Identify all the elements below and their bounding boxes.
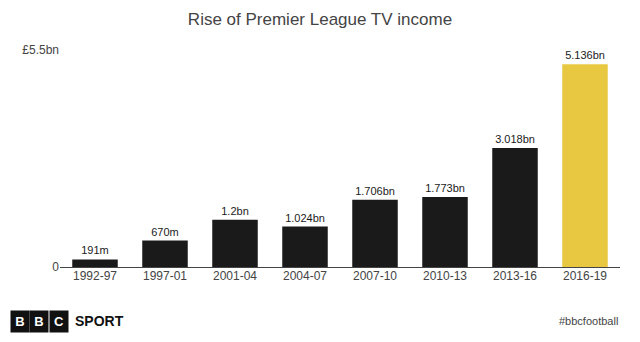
svg-text:2001-04: 2001-04: [213, 269, 257, 283]
svg-text:2004-07: 2004-07: [283, 269, 327, 283]
svg-text:1.024bn: 1.024bn: [285, 212, 325, 224]
svg-text:1992-97: 1992-97: [73, 269, 117, 283]
svg-text:C: C: [54, 314, 64, 329]
svg-text:1.773bn: 1.773bn: [425, 182, 465, 194]
svg-text:5.136bn: 5.136bn: [565, 49, 605, 61]
svg-text:2013-16: 2013-16: [493, 269, 537, 283]
svg-text:SPORT: SPORT: [75, 313, 124, 329]
svg-text:3.018bn: 3.018bn: [495, 133, 535, 145]
svg-text:B: B: [34, 314, 43, 329]
svg-text:2007-10: 2007-10: [353, 269, 397, 283]
svg-text:#bbcfootball: #bbcfootball: [559, 315, 618, 327]
svg-text:Rise of Premier League TV inco: Rise of Premier League TV income: [188, 10, 452, 29]
svg-text:B: B: [15, 314, 24, 329]
svg-text:191m: 191m: [81, 244, 109, 256]
svg-text:0: 0: [52, 260, 59, 274]
svg-text:£5.5bn: £5.5bn: [22, 43, 59, 57]
svg-text:2010-13: 2010-13: [423, 269, 467, 283]
svg-text:1.706bn: 1.706bn: [355, 185, 395, 197]
svg-text:1997-01: 1997-01: [143, 269, 187, 283]
svg-text:2016-19: 2016-19: [563, 269, 607, 283]
svg-text:670m: 670m: [151, 226, 179, 238]
svg-text:1.2bn: 1.2bn: [221, 205, 249, 217]
